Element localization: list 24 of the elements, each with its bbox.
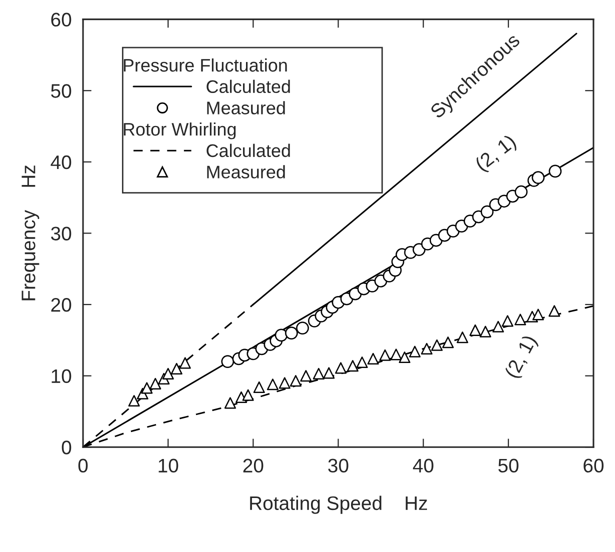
y-tick-label: 20: [51, 298, 72, 312]
legend-label: Measured: [207, 101, 285, 114]
annotation: Rotor Whirling: [124, 122, 236, 140]
x-tick-label: 20: [243, 458, 264, 473]
x-tick-label: 30: [328, 458, 348, 473]
y-tick-label: 10: [52, 369, 72, 384]
x-tick-label: 40: [412, 458, 434, 473]
y-tick-label: 60: [51, 12, 72, 27]
annotation: (2, 1): [474, 134, 519, 174]
y-tick-label: 0: [62, 440, 72, 454]
x-tick-label: 10: [158, 458, 178, 473]
x-tick-label: 0: [78, 458, 88, 473]
legend-label: Calculated: [206, 80, 290, 94]
legend-label: Calculated: [206, 144, 290, 158]
y-tick-label: 50: [51, 84, 72, 98]
y-axis-title: Frequency Hz: [22, 166, 40, 300]
legend-label: Measured: [207, 165, 285, 178]
y-tick-label: 40: [50, 155, 72, 170]
y-tick-label: 30: [51, 226, 72, 240]
x-axis-title: Rotating Speed Hz: [250, 496, 427, 514]
x-tick-label: 50: [498, 458, 518, 473]
x-tick-label: 60: [584, 458, 604, 473]
annotation: Pressure Fluctuation: [124, 58, 287, 72]
annotation: (2, 1): [504, 334, 540, 380]
